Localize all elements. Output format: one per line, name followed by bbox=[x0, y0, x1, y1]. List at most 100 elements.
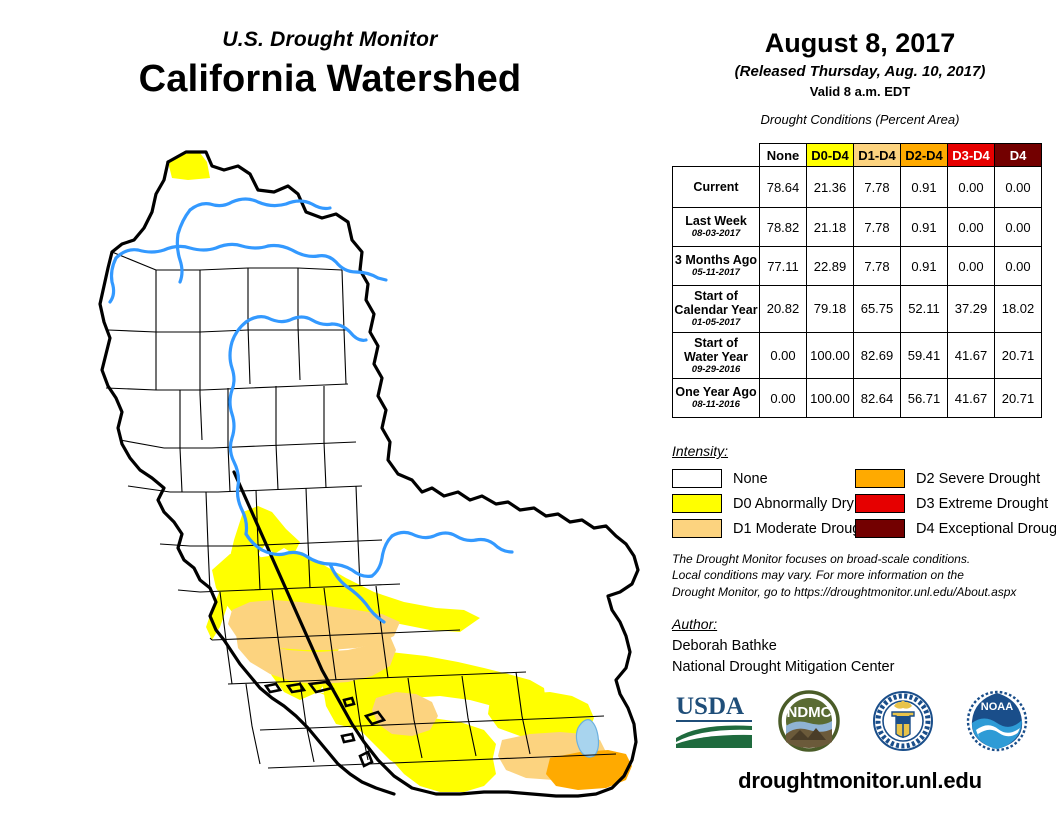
legend-item-d4[interactable]: D4 Exceptional Drought bbox=[855, 516, 1056, 541]
usda-logo[interactable]: USDA bbox=[674, 690, 756, 752]
cell-none: 20.82 bbox=[759, 285, 807, 333]
cell-d3d4: 0.00 bbox=[947, 246, 995, 286]
doc-seal-logo[interactable] bbox=[868, 690, 938, 752]
col-header-d2d4: D2-D4 bbox=[900, 143, 948, 167]
legend-label-d3: D3 Extreme Drought bbox=[916, 495, 1049, 512]
cell-d1d4: 7.78 bbox=[853, 166, 901, 208]
cell-d4: 20.71 bbox=[994, 378, 1042, 419]
ndmc-logo[interactable]: NDMC bbox=[774, 690, 844, 752]
legend-item-d2[interactable]: D2 Severe Drought bbox=[855, 466, 1056, 491]
legend-swatch-d4 bbox=[855, 519, 905, 538]
table-row: Start of Calendar Year 01-05-2017 20.82 79.1… bbox=[672, 285, 1042, 333]
legend-swatch-d3 bbox=[855, 494, 905, 513]
legend-item-none[interactable]: None bbox=[672, 466, 872, 491]
cell-d0d4: 79.18 bbox=[806, 285, 854, 333]
cell-d0d4: 21.36 bbox=[806, 166, 854, 208]
legend-item-d1[interactable]: D1 Moderate Drought bbox=[672, 516, 872, 541]
cell-d4: 18.02 bbox=[994, 285, 1042, 333]
page-subtitle: U.S. Drought Monitor bbox=[222, 28, 438, 51]
legend-swatch-d0 bbox=[672, 494, 722, 513]
cell-d3d4: 41.67 bbox=[947, 378, 995, 419]
col-header-d0d4: D0-D4 bbox=[806, 143, 854, 167]
col-header-d3d4: D3-D4 bbox=[947, 143, 995, 167]
map-layer-d2 bbox=[546, 750, 632, 790]
website-url[interactable]: droughtmonitor.unl.edu bbox=[738, 768, 982, 793]
disclaimer-line-2: Local conditions may vary. For more info… bbox=[672, 568, 964, 583]
cell-d3d4: 0.00 bbox=[947, 207, 995, 247]
row-label-date: 01-05-2017 bbox=[691, 317, 741, 328]
svg-text:USDA: USDA bbox=[676, 693, 744, 720]
row-label-text: One Year Ago bbox=[675, 385, 757, 400]
drought-map[interactable] bbox=[60, 140, 660, 800]
row-label-date: 09-29-2016 bbox=[691, 363, 741, 375]
table-header-row: None D0-D4 D1-D4 D2-D4 D3-D4 D4 bbox=[673, 143, 1042, 167]
map-rivers bbox=[108, 197, 514, 624]
release-date: (Released Thursday, Aug. 10, 2017) bbox=[734, 63, 986, 80]
cell-none: 0.00 bbox=[759, 378, 807, 419]
cell-none: 78.64 bbox=[759, 166, 807, 208]
disclaimer-text: The Drought Monitor focuses on broad-sca… bbox=[672, 551, 1016, 600]
cell-d0d4: 21.18 bbox=[806, 207, 854, 247]
table-row: One Year Ago 08-11-2016 0.00 100.00 82.64 56.… bbox=[672, 378, 1042, 419]
map-svg bbox=[98, 150, 640, 798]
map-title-block: U.S. Drought Monitor California Watershe… bbox=[0, 28, 660, 101]
row-label-date: 05-11-2017 bbox=[692, 267, 740, 279]
cell-d1d4: 7.78 bbox=[853, 207, 901, 247]
map-county-lines bbox=[105, 251, 617, 769]
cell-d4: 20.71 bbox=[994, 331, 1042, 380]
table-row: Start of Water Year 09-29-2016 0.00 100.00 82… bbox=[672, 331, 1042, 380]
svg-text:NOAA: NOAA bbox=[981, 701, 1013, 713]
cell-d3d4: 37.29 bbox=[947, 285, 995, 333]
author-name: Deborah Bathke bbox=[672, 638, 777, 654]
disclaimer-line-3: Drought Monitor, go to https://droughtmo… bbox=[672, 584, 1017, 599]
legend-label-none: None bbox=[733, 470, 768, 487]
legend-label-d0: D0 Abnormally Dry bbox=[733, 495, 854, 512]
map-outline bbox=[98, 150, 640, 798]
legend-swatch-d1 bbox=[672, 519, 722, 538]
cell-none: 77.11 bbox=[759, 246, 807, 286]
cell-d0d4: 100.00 bbox=[806, 331, 854, 380]
row-label-text: 3 Months Ago bbox=[674, 253, 758, 268]
row-label-text: Calendar Year bbox=[674, 303, 758, 317]
cell-d2d4: 0.91 bbox=[900, 246, 948, 286]
cell-d2d4: 52.11 bbox=[900, 285, 948, 333]
disclaimer-line-1: The Drought Monitor focuses on broad-sca… bbox=[672, 552, 971, 566]
legend-item-d3[interactable]: D3 Extreme Drought bbox=[855, 491, 1056, 516]
cell-d2d4: 59.41 bbox=[900, 331, 948, 380]
legend-item-d0[interactable]: D0 Abnormally Dry bbox=[672, 491, 872, 516]
table-row: Last Week 08-03-2017 78.82 21.18 7.78 0.91 0.0… bbox=[672, 207, 1042, 247]
col-header-d4: D4 bbox=[994, 143, 1042, 167]
cell-d2d4: 0.91 bbox=[900, 166, 948, 208]
row-label: Start of Calendar Year 01-05-2017 bbox=[672, 285, 760, 333]
row-label-text: Start of bbox=[694, 289, 738, 303]
legend-swatch-d2 bbox=[855, 469, 905, 488]
cell-d1d4: 82.64 bbox=[853, 378, 901, 419]
map-layer-d0 bbox=[168, 153, 594, 792]
table-body: Current 78.64 21.36 7.78 0.91 0.00 0.00 Last We… bbox=[672, 166, 1042, 419]
valid-time: Valid 8 a.m. EDT bbox=[809, 84, 911, 99]
page-title: California Watershed bbox=[138, 58, 522, 100]
noaa-logo[interactable]: NOAA bbox=[962, 690, 1032, 752]
cell-d3d4: 41.67 bbox=[947, 331, 995, 380]
report-date: August 8, 2017 bbox=[764, 28, 956, 58]
col-header-none: None bbox=[759, 143, 807, 167]
map-channel-islands bbox=[263, 680, 387, 768]
author-block: Deborah Bathke National Drought Mitigati… bbox=[672, 636, 894, 678]
cell-d1d4: 65.75 bbox=[853, 285, 901, 333]
right-panel: August 8, 2017 (Released Thursday, Aug. … bbox=[664, 0, 1056, 816]
row-label: Start of Water Year 09-29-2016 bbox=[672, 331, 760, 380]
table-row: 3 Months Ago 05-11-2017 77.11 22.89 7.78 0.91… bbox=[672, 246, 1042, 286]
cell-d2d4: 56.71 bbox=[900, 378, 948, 419]
legend-swatch-none bbox=[672, 469, 722, 488]
table-row: Current 78.64 21.36 7.78 0.91 0.00 0.00 bbox=[672, 166, 1042, 208]
row-label: 3 Months Ago 05-11-2017 bbox=[672, 246, 760, 286]
cell-d2d4: 0.91 bbox=[900, 207, 948, 247]
row-label-date: 08-11-2016 bbox=[692, 399, 740, 411]
drought-conditions-table: None D0-D4 D1-D4 D2-D4 D3-D4 D4 Current 7… bbox=[672, 143, 1042, 419]
header-spacer bbox=[673, 144, 760, 167]
map-lake-salton-sea bbox=[575, 719, 600, 758]
logo-row: USDA NDMC bbox=[664, 690, 1056, 762]
intensity-heading: Intensity: bbox=[672, 443, 729, 459]
svg-text:NDMC: NDMC bbox=[787, 704, 832, 721]
cell-d4: 0.00 bbox=[994, 207, 1042, 247]
